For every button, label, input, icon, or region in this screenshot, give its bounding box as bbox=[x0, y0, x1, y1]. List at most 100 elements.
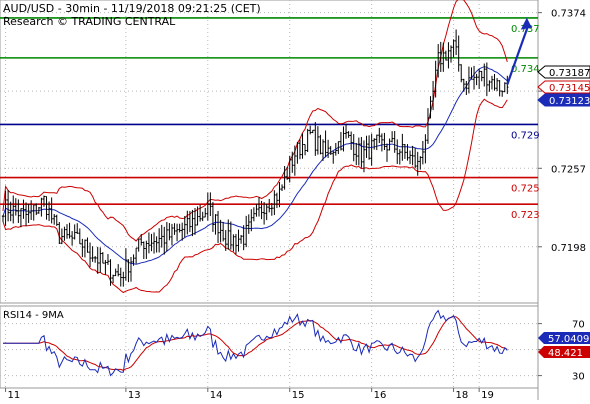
candle bbox=[42, 195, 46, 207]
candle bbox=[355, 142, 358, 166]
candle bbox=[378, 127, 381, 144]
candle bbox=[63, 226, 66, 241]
candle bbox=[311, 129, 314, 134]
candle bbox=[321, 139, 325, 161]
time-axis-label: 18 bbox=[456, 390, 469, 400]
candle bbox=[137, 238, 140, 252]
price-tag-label: 0.73145 bbox=[549, 83, 590, 94]
candle bbox=[145, 240, 148, 259]
candle bbox=[211, 202, 215, 232]
candle bbox=[495, 78, 499, 92]
candle bbox=[316, 126, 320, 155]
candle bbox=[460, 64, 463, 83]
candle bbox=[326, 139, 330, 158]
candle bbox=[60, 228, 64, 245]
candle bbox=[283, 166, 286, 190]
candle bbox=[424, 134, 427, 164]
candle bbox=[319, 134, 322, 155]
candle bbox=[127, 259, 130, 283]
candle bbox=[76, 223, 79, 234]
rsi-tag-label: 48.421 bbox=[548, 348, 583, 359]
candle bbox=[157, 228, 161, 253]
candle bbox=[4, 190, 7, 226]
candle bbox=[337, 141, 340, 155]
time-axis-label: 11 bbox=[8, 390, 21, 400]
candle bbox=[1, 215, 5, 222]
candle bbox=[147, 232, 151, 254]
candles-layer bbox=[1, 29, 509, 287]
candle bbox=[191, 209, 194, 237]
candle bbox=[444, 50, 448, 61]
bollinger-lower-band bbox=[2, 98, 508, 294]
level-label: 0.729 bbox=[511, 130, 540, 141]
candle bbox=[93, 256, 97, 263]
price-tag-black bbox=[537, 65, 590, 79]
time-axis-label: 15 bbox=[292, 390, 305, 400]
candle bbox=[396, 139, 399, 164]
candle bbox=[170, 223, 174, 246]
candle bbox=[360, 137, 363, 168]
chart-header-source: Research © TRADING CENTRAL bbox=[3, 15, 176, 28]
candle bbox=[9, 201, 12, 222]
candle bbox=[288, 155, 291, 183]
rsi-axis-label: 30 bbox=[572, 372, 585, 383]
price-tags-layer: 0.73187 0.73145 0.73123 57.0409 48.421 bbox=[537, 65, 590, 359]
time-axis-label: 16 bbox=[374, 390, 387, 400]
candle bbox=[14, 198, 17, 216]
rsi-axis-label: 70 bbox=[572, 320, 585, 331]
candle bbox=[150, 233, 153, 252]
forecast-arrow-layer bbox=[506, 17, 532, 85]
time-axis-label: 19 bbox=[481, 390, 494, 400]
chart-header-title: AUD/USD - 30min - 11/19/2018 09:21:25 (C… bbox=[3, 2, 261, 15]
candle bbox=[22, 199, 25, 219]
candle bbox=[483, 63, 486, 87]
candle bbox=[488, 80, 491, 92]
candle bbox=[101, 252, 105, 264]
candle bbox=[367, 135, 371, 160]
time-axis-label: 13 bbox=[128, 390, 141, 400]
candle bbox=[301, 133, 304, 159]
price-axis-label: 0.7257 bbox=[551, 164, 586, 175]
candle bbox=[449, 45, 453, 63]
candle bbox=[250, 209, 253, 232]
candle bbox=[296, 141, 299, 164]
candle bbox=[273, 190, 276, 216]
candle bbox=[434, 60, 437, 98]
candle bbox=[188, 211, 192, 233]
candle bbox=[293, 145, 297, 176]
candle bbox=[129, 256, 133, 282]
candle bbox=[503, 82, 506, 93]
candle bbox=[88, 242, 92, 268]
candle bbox=[142, 241, 145, 260]
candle bbox=[237, 229, 240, 252]
bollinger-upper-band bbox=[2, 0, 508, 242]
candle bbox=[132, 254, 135, 266]
level-label: 0.725 bbox=[511, 184, 540, 195]
candle bbox=[175, 223, 179, 242]
candle bbox=[406, 144, 409, 161]
rsi-layer bbox=[3, 309, 508, 377]
candle bbox=[268, 198, 271, 213]
candle bbox=[257, 197, 261, 217]
candle bbox=[32, 204, 35, 221]
candle bbox=[178, 223, 181, 233]
candle bbox=[467, 66, 471, 94]
candle bbox=[452, 39, 455, 58]
candle bbox=[163, 226, 166, 255]
candle bbox=[73, 224, 76, 240]
candle bbox=[124, 248, 128, 281]
candle bbox=[470, 67, 473, 80]
candle bbox=[58, 222, 61, 244]
rsi-line bbox=[3, 309, 508, 377]
candle bbox=[55, 214, 58, 226]
candle bbox=[334, 142, 337, 156]
candle bbox=[91, 246, 94, 262]
rsi-panel-label: RSI14 - 9MA bbox=[3, 310, 64, 321]
candle bbox=[53, 214, 56, 225]
candle bbox=[314, 121, 317, 156]
candle bbox=[183, 215, 186, 238]
candle bbox=[165, 221, 169, 252]
level-label: 0.723 bbox=[511, 210, 540, 221]
candle bbox=[47, 201, 51, 222]
